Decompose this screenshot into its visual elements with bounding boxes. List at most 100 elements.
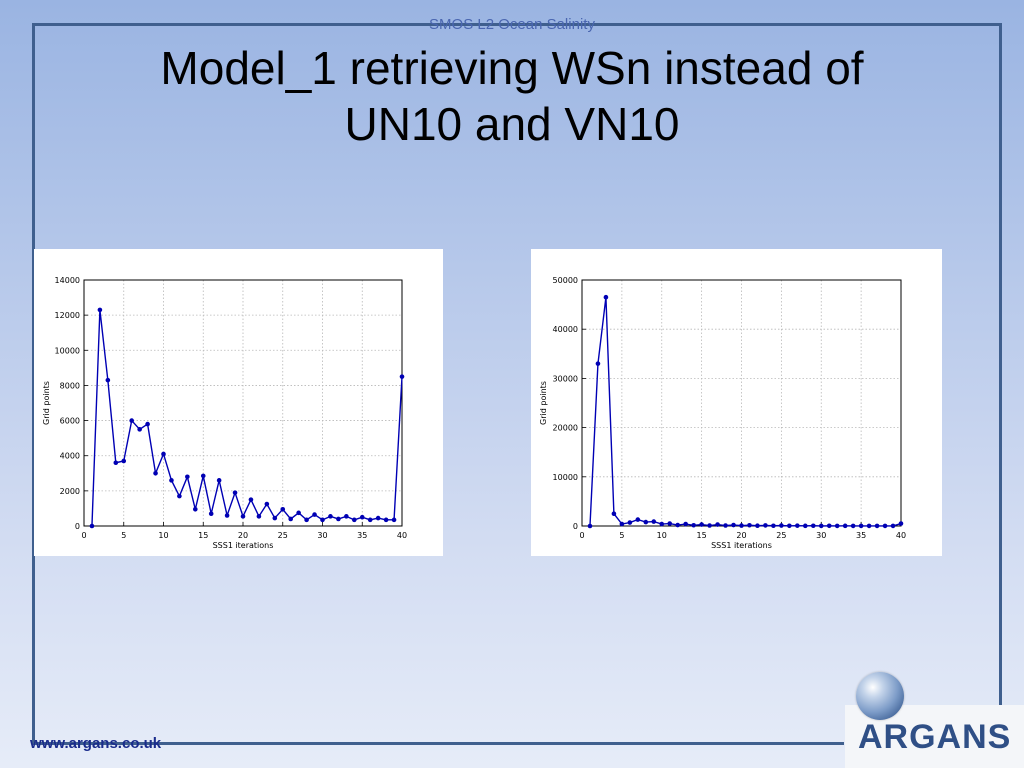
data-point <box>858 523 864 529</box>
data-point <box>699 522 704 527</box>
x-tick-label: 35 <box>856 531 866 540</box>
data-point <box>866 523 872 529</box>
data-point <box>619 521 625 527</box>
data-point <box>145 421 150 427</box>
data-point <box>224 513 230 518</box>
data-point <box>834 523 840 529</box>
data-point <box>169 478 174 483</box>
x-tick-label: 40 <box>896 531 906 540</box>
x-tick-label: 10 <box>158 531 168 540</box>
data-point <box>803 523 808 529</box>
data-point <box>344 514 349 519</box>
data-point <box>603 294 609 300</box>
header-label: SMOS L2 Ocean Salinity <box>429 16 595 33</box>
data-point <box>391 517 397 523</box>
slide-title-line-2: UN10 and VN10 <box>344 98 680 150</box>
data-point <box>296 510 301 516</box>
data-point <box>826 523 832 529</box>
slide-title-line-1: Model_1 retrieving WSn instead of <box>160 42 864 94</box>
y-tick-label: 20000 <box>553 424 578 433</box>
y-tick-label: 6000 <box>60 417 80 426</box>
x-tick-label: 20 <box>238 531 248 540</box>
chart-panel-right: 0 5 10 15 20 25 30 35 40 0 10000 20000 30000 40000 500… <box>531 249 942 556</box>
slide-frame-bottom <box>32 742 844 745</box>
data-point <box>216 478 222 483</box>
data-point <box>193 507 198 512</box>
slide-frame-top <box>32 23 1002 26</box>
slide-frame-left <box>32 23 35 745</box>
x-tick-label: 0 <box>579 531 584 540</box>
data-point <box>383 517 389 523</box>
data-point <box>755 523 760 529</box>
data-point <box>137 427 142 432</box>
data-point <box>659 521 665 527</box>
y-axis-label: Grid points <box>42 381 51 425</box>
data-point <box>842 523 848 529</box>
data-point <box>320 517 325 523</box>
data-point <box>328 514 333 519</box>
series-line <box>91 309 403 527</box>
data-point <box>312 512 317 517</box>
data-point <box>264 501 270 507</box>
y-tick-label: 10000 <box>553 473 578 482</box>
data-point <box>248 497 254 502</box>
data-point <box>200 473 206 479</box>
globe-icon <box>856 672 904 720</box>
data-point <box>898 521 904 526</box>
data-point <box>691 522 696 528</box>
data-point <box>787 523 792 529</box>
x-axis-label: SSS1 iterations <box>213 541 274 550</box>
x-tick-label: 20 <box>736 531 746 540</box>
data-point <box>367 517 373 523</box>
data-point <box>675 522 680 528</box>
data-point <box>153 470 158 476</box>
footer-url[interactable]: www.argans.co.uk <box>30 735 162 752</box>
line-chart-right: 0 5 10 15 20 25 30 35 40 0 10000 20000 30000 40000 500… <box>539 276 906 550</box>
data-point <box>643 519 649 525</box>
data-point <box>779 523 784 528</box>
data-point <box>399 374 405 379</box>
y-tick-label: 12000 <box>55 311 80 320</box>
data-point <box>177 493 182 499</box>
x-tick-label: 10 <box>657 531 667 540</box>
data-point <box>89 523 95 529</box>
series-line <box>589 297 902 527</box>
y-tick-label: 10000 <box>55 346 80 355</box>
data-point <box>232 490 238 495</box>
y-tick-label: 0 <box>75 522 80 531</box>
data-point <box>105 377 111 383</box>
data-point <box>882 523 888 529</box>
data-point <box>359 514 365 520</box>
x-tick-label: 30 <box>816 531 826 540</box>
data-point <box>715 522 720 527</box>
y-tick-label: 40000 <box>553 325 578 334</box>
data-point <box>651 519 657 524</box>
data-point <box>121 458 127 464</box>
data-point <box>635 517 641 522</box>
data-point <box>185 474 190 480</box>
data-point <box>352 517 357 523</box>
data-point <box>667 521 673 526</box>
chart-panel-left: 0 5 10 15 20 25 30 35 40 0 2000 4000 6000 8000 10000 12… <box>34 249 443 556</box>
data-point <box>850 523 856 529</box>
y-tick-label: 8000 <box>60 381 80 390</box>
x-axis-label: SSS1 iterations <box>711 541 772 550</box>
data-point <box>810 523 816 529</box>
data-point <box>723 523 728 528</box>
x-tick-label: 15 <box>697 531 707 540</box>
line-chart-left: 0 5 10 15 20 25 30 35 40 0 2000 4000 6000 8000 10000 12… <box>42 276 407 550</box>
data-point <box>707 523 712 528</box>
slide-title: Model_1 retrieving WSn instead of UN10 a… <box>60 40 964 152</box>
data-point <box>280 507 286 512</box>
data-point <box>336 516 341 522</box>
data-point <box>747 522 752 528</box>
x-tick-label: 30 <box>317 531 327 540</box>
data-point <box>161 451 166 457</box>
x-tick-label: 40 <box>397 531 407 540</box>
x-tick-label: 0 <box>81 531 86 540</box>
data-point <box>256 514 262 519</box>
data-point <box>304 517 309 523</box>
y-tick-label: 50000 <box>553 276 578 285</box>
data-point <box>683 521 688 527</box>
y-tick-label: 4000 <box>60 452 80 461</box>
